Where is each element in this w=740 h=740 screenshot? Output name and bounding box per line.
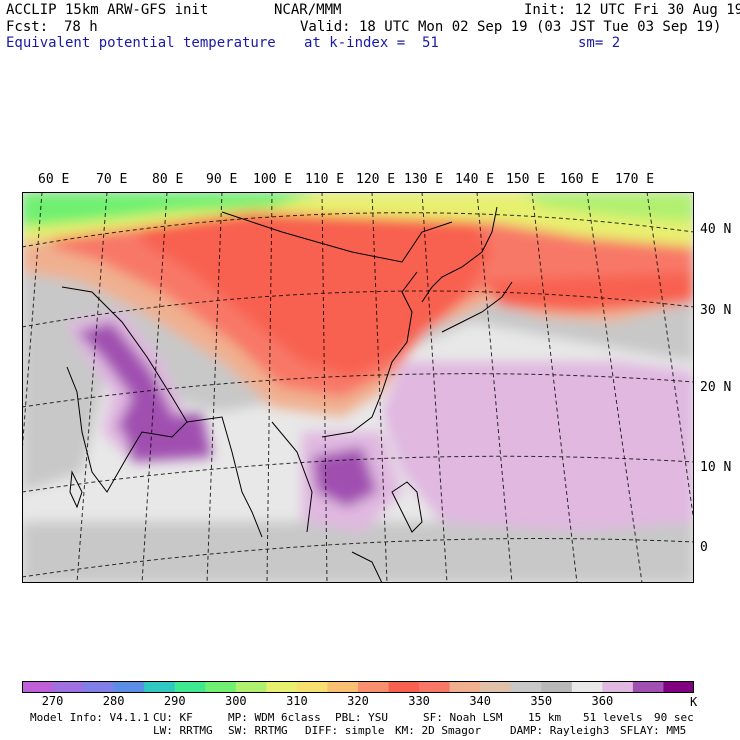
field-purple-bay [122,412,212,462]
colorbar-swatch [419,681,451,693]
colorbar-tick-label: 290 [163,694,186,708]
footer-damp: DAMP: Rayleigh3 [510,724,610,737]
model-title: ACCLIP 15km ARW-GFS init [6,2,209,18]
lat-label: 30 N [700,303,732,318]
colorbar-swatch [113,681,145,693]
theta-e-map [22,192,694,583]
colorbar-tick-label: 270 [41,694,64,708]
colorbar-swatch [663,681,694,693]
smoothing-info: sm= 2 [578,35,621,51]
footer-cu: CU: KF [153,711,193,724]
field-green-north [22,192,322,227]
colorbar-tick-label: 320 [347,694,369,708]
colorbar-swatch [571,681,603,693]
footer-sflay: SFLAY: MM5 [620,724,687,737]
field-red-north [482,272,694,312]
colorbar-tick-label: 310 [286,694,308,708]
lat-label: 0 [700,540,708,555]
lon-label: 60 E [38,172,70,187]
footer-diff: DIFF: simple [305,724,385,737]
colorbar-border [22,681,694,693]
lon-label: 70 E [96,172,128,187]
forecast-hour: 78 h [64,19,98,35]
colorbar-tick-label: 300 [224,694,247,708]
colorbar-tick-label: 340 [469,694,492,708]
colorbar-swatch [541,681,573,693]
footer-timestep: 90 sec [654,711,694,724]
lon-label: 160 E [560,172,600,187]
valid-time: Valid: 18 UTC Mon 02 Sep 19 (03 JST Tue … [300,19,722,35]
colorbar-tick-label: 330 [408,694,430,708]
lon-label: 130 E [404,172,444,187]
lon-label: 150 E [506,172,546,187]
lon-label: 120 E [356,172,396,187]
footer-sf: SF: Noah LSM [423,711,503,724]
colorbar-swatch [327,681,359,693]
colorbar-swatch [449,681,481,693]
colorbar-swatch [83,681,115,693]
lon-label: 90 E [206,172,238,187]
lon-label: 140 E [455,172,495,187]
colorbar-swatch [480,681,512,693]
footer-mp: MP: WDM 6class [228,711,321,724]
footer-pbl: PBL: YSU [335,711,388,724]
footer-model-info: Model Info: V4.1.1 [30,711,150,724]
footer-levels: 51 levels [583,711,643,724]
colorbar-swatch [632,681,664,693]
colorbar-swatch [510,681,542,693]
level-info: at k-index = 51 [304,35,439,51]
field-name: Equivalent potential temperature [6,35,276,51]
lat-label: 20 N [700,380,732,395]
lon-label: 80 E [152,172,184,187]
footer-resolution: 15 km [528,711,562,724]
field-purple-pacific [382,362,694,532]
graticule [22,192,694,583]
coastlines [61,206,513,583]
colorbar-swatch [144,681,176,693]
colorbar-swatch [22,681,54,693]
colorbar-swatch [174,681,206,693]
lon-label: 110 E [305,172,345,187]
center-name: NCAR/MMM [274,2,342,18]
colorbar-swatch [205,681,237,693]
field-deep-purple-india [77,322,182,442]
colorbar [22,681,694,693]
lon-label: 100 E [253,172,293,187]
lon-label: 170 E [615,172,655,187]
init-time: Init: 12 UTC Fri 30 Aug 19 [524,2,740,18]
colorbar-unit: K [690,695,698,709]
colorbar-swatch [52,681,84,693]
colorbar-swatch [388,681,420,693]
colorbar-tick-label: 360 [591,694,614,708]
colorbar-tick-label: 350 [530,694,553,708]
colorbar-swatch [266,681,298,693]
footer-lw: LW: RRTMG [153,724,213,737]
colorbar-swatch [296,681,328,693]
lat-label: 40 N [700,222,732,237]
field-green-ne [522,192,694,222]
field-red-core [142,202,492,377]
colorbar-swatch [358,681,390,693]
footer-km: KM: 2D Smagor [395,724,482,737]
colorbar-swatch [602,681,634,693]
colorbar-swatch [235,681,267,693]
lat-label: 10 N [700,460,732,475]
colorbar-tick-label: 280 [102,694,125,708]
field-deep-purple-scs [312,447,377,507]
field-grey-south [22,522,694,583]
footer-sw: SW: RRTMG [228,724,288,737]
forecast-label: Fcst: [6,19,49,35]
